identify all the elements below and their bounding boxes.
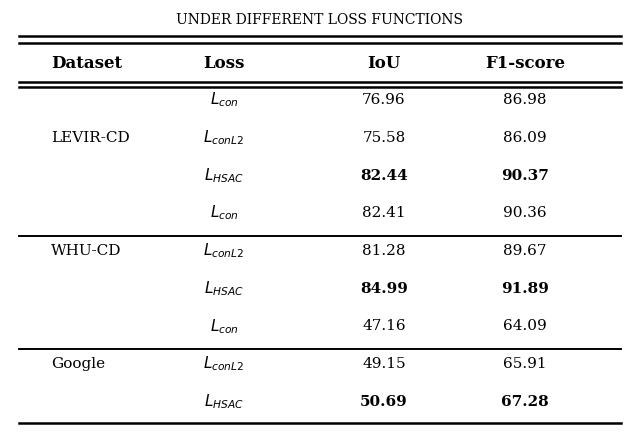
Text: Google: Google	[51, 356, 106, 370]
Text: 90.36: 90.36	[503, 206, 547, 220]
Text: 65.91: 65.91	[503, 356, 547, 370]
Text: Dataset: Dataset	[51, 54, 122, 72]
Text: Loss: Loss	[204, 54, 244, 72]
Text: 47.16: 47.16	[362, 319, 406, 332]
Text: 64.09: 64.09	[503, 319, 547, 332]
Text: $L_{HSAC}$: $L_{HSAC}$	[204, 392, 244, 410]
Text: 89.67: 89.67	[503, 243, 547, 257]
Text: 50.69: 50.69	[360, 394, 408, 408]
Text: WHU-CD: WHU-CD	[51, 243, 122, 257]
Text: IoU: IoU	[367, 54, 401, 72]
Text: $L_{HSAC}$: $L_{HSAC}$	[204, 279, 244, 297]
Text: $L_{conL2}$: $L_{conL2}$	[204, 128, 244, 147]
Text: 86.98: 86.98	[503, 93, 547, 107]
Text: 82.41: 82.41	[362, 206, 406, 220]
Text: 86.09: 86.09	[503, 131, 547, 145]
Text: 91.89: 91.89	[501, 281, 548, 295]
Text: $L_{HSAC}$: $L_{HSAC}$	[204, 166, 244, 184]
Text: 75.58: 75.58	[362, 131, 406, 145]
Text: 90.37: 90.37	[501, 168, 548, 182]
Text: $L_{con}$: $L_{con}$	[209, 91, 239, 109]
Text: 49.15: 49.15	[362, 356, 406, 370]
Text: UNDER DIFFERENT LOSS FUNCTIONS: UNDER DIFFERENT LOSS FUNCTIONS	[177, 13, 463, 26]
Text: $L_{conL2}$: $L_{conL2}$	[204, 241, 244, 260]
Text: $L_{con}$: $L_{con}$	[209, 316, 239, 335]
Text: F1-score: F1-score	[485, 54, 564, 72]
Text: 82.44: 82.44	[360, 168, 408, 182]
Text: 76.96: 76.96	[362, 93, 406, 107]
Text: $L_{con}$: $L_{con}$	[209, 204, 239, 222]
Text: 84.99: 84.99	[360, 281, 408, 295]
Text: LEVIR-CD: LEVIR-CD	[51, 131, 130, 145]
Text: 81.28: 81.28	[362, 243, 406, 257]
Text: 67.28: 67.28	[501, 394, 548, 408]
Text: $L_{conL2}$: $L_{conL2}$	[204, 354, 244, 372]
